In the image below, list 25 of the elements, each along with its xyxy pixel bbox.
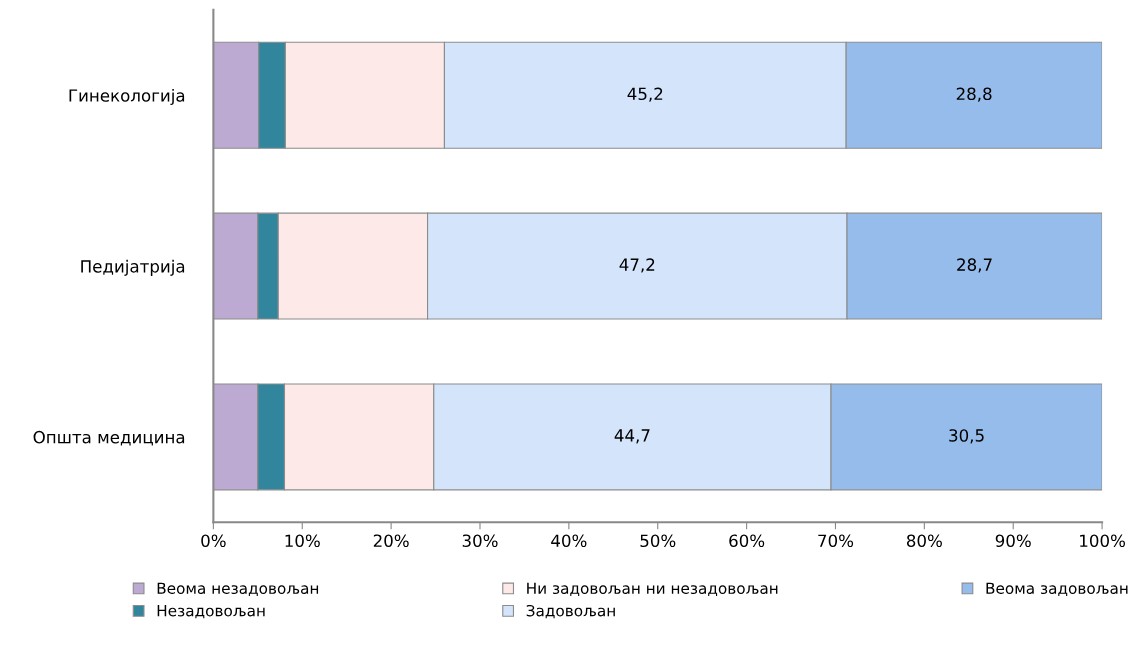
y-tick-label: Општа медицина bbox=[33, 430, 185, 446]
y-tick-label: Педијатрија bbox=[81, 259, 185, 276]
x-tick-label: 40% bbox=[551, 534, 587, 548]
x-tick-label: 60% bbox=[729, 534, 765, 548]
legend-label: Задовољан bbox=[526, 604, 615, 619]
x-tick-label: 30% bbox=[462, 534, 498, 548]
legend-label: Незадовољан bbox=[157, 605, 265, 619]
legend-label: Ни задовољан ни незадовољан bbox=[527, 582, 778, 596]
x-tick-label: 80% bbox=[906, 534, 942, 548]
x-tick-label: 10% bbox=[285, 534, 320, 548]
x-tick-label: 20% bbox=[373, 534, 409, 548]
data-label: 44,7 bbox=[614, 429, 650, 444]
data-label: 45,2 bbox=[627, 87, 663, 102]
data-label: 28,8 bbox=[956, 87, 992, 102]
x-tick-label: 50% bbox=[640, 534, 676, 548]
x-tick-label: 0% bbox=[201, 534, 226, 548]
x-tick-label: 70% bbox=[818, 534, 854, 548]
data-label: 28,7 bbox=[957, 258, 992, 273]
x-tick-label: 90% bbox=[995, 534, 1031, 548]
legend-label: Веома задовољан bbox=[986, 582, 1128, 596]
y-tick-label: Гинекологија bbox=[69, 88, 185, 106]
data-label: 47,2 bbox=[619, 258, 655, 273]
legend-label: Веома незадовољан bbox=[157, 582, 319, 596]
x-tick-label: 100% bbox=[1080, 534, 1125, 548]
data-label: 30,5 bbox=[949, 429, 984, 444]
